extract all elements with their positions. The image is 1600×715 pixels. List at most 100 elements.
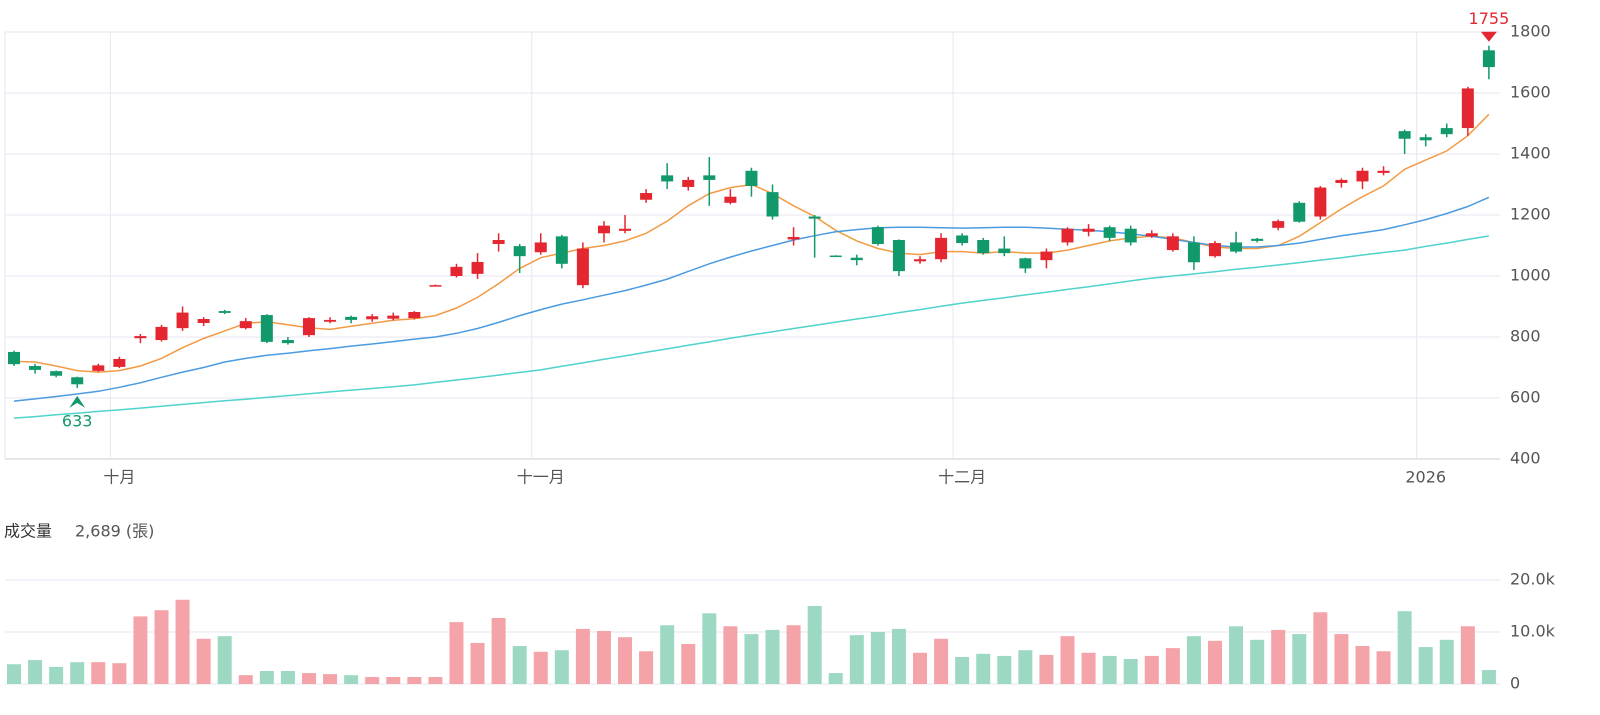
volume-bar (491, 617, 506, 684)
volume-bar (280, 671, 295, 684)
candle-body (1272, 221, 1285, 228)
y-tick-label: 10.0k (1510, 622, 1556, 641)
y-tick-label: 400 (1510, 449, 1541, 468)
candle-body (534, 242, 547, 253)
volume-bar (849, 635, 864, 684)
candle-body (619, 228, 632, 231)
volume-bar (301, 673, 316, 684)
volume-bar (28, 660, 43, 684)
candle-body (829, 255, 842, 258)
volume-bar (807, 606, 822, 684)
volume-bar (154, 610, 169, 684)
candle-body (640, 193, 653, 200)
candle-body (1356, 170, 1369, 182)
y-tick-label: 1400 (1510, 144, 1551, 163)
candle-body (408, 311, 421, 319)
candle-body (977, 240, 990, 254)
volume-bar (323, 674, 338, 684)
volume-bar (512, 646, 527, 684)
volume-bar (997, 655, 1012, 684)
candle-body (29, 365, 42, 370)
volume-bar (1186, 636, 1201, 684)
candle-body (1251, 238, 1264, 241)
volume-title: 成交量 (4, 522, 52, 541)
volume-bar (955, 656, 970, 684)
volume-bar (365, 676, 380, 684)
y-tick-label: 1200 (1510, 205, 1551, 224)
volume-bar (407, 676, 422, 684)
candle-body (724, 196, 737, 203)
annotation-marker (69, 395, 86, 408)
candle-body (387, 315, 400, 319)
volume-bar (828, 673, 843, 684)
candle-body (155, 326, 168, 341)
volume-bar (681, 643, 696, 684)
y-tick-label: 800 (1510, 327, 1541, 346)
candle-body (703, 175, 716, 180)
annotation-label: 1755 (1469, 9, 1510, 28)
candle-body (1230, 242, 1243, 252)
candle-body (1293, 202, 1306, 222)
candle-body (661, 175, 674, 182)
volume-bar (744, 634, 759, 684)
volume-bar (1081, 652, 1096, 684)
volume-bar (533, 651, 548, 684)
candle-body (1419, 137, 1432, 141)
volume-bar (1271, 629, 1286, 684)
candle-body (1461, 88, 1474, 129)
y-tick-label: 1600 (1510, 83, 1551, 102)
volume-bar (133, 616, 148, 684)
candle-body (1103, 227, 1116, 238)
x-tick-label: 2026 (1405, 468, 1446, 487)
volume-bar (765, 629, 780, 684)
volume-bar (49, 666, 64, 684)
volume-bar (1418, 647, 1433, 684)
candle-body (492, 240, 505, 244)
candle-body (1208, 243, 1221, 257)
volume-bar (786, 625, 801, 684)
volume-bar (1207, 640, 1222, 684)
moving-average-line (13, 235, 1490, 419)
volume-bar (639, 651, 654, 684)
volume-bar (1313, 612, 1328, 684)
candle-body (471, 261, 484, 274)
volume-bar (428, 676, 443, 684)
candle-body (218, 311, 231, 313)
volume-bar (1439, 639, 1454, 684)
candle-body (260, 315, 273, 342)
volume-bar (386, 676, 401, 684)
candle-body (324, 319, 337, 322)
x-tick-label: 十二月 (938, 468, 986, 487)
candle-body (1082, 228, 1095, 232)
x-tick-label: 十月 (103, 468, 135, 487)
candle-body (956, 235, 969, 244)
candle-body (745, 170, 758, 187)
volume-bar (70, 662, 85, 684)
candle-body (1440, 128, 1453, 135)
volume-bar (723, 626, 738, 684)
volume-bar (702, 613, 717, 684)
candle-body (1335, 179, 1348, 183)
volume-bar (870, 632, 885, 684)
y-tick-label: 600 (1510, 388, 1541, 407)
volume-bar (7, 664, 21, 684)
candle-body (1482, 50, 1495, 68)
volume-bar (1144, 655, 1159, 684)
volume-bar (1229, 626, 1244, 684)
annotation-marker (1480, 31, 1497, 42)
volume-current: 2,689 (張) (75, 522, 154, 541)
y-tick-label: 1800 (1510, 22, 1551, 41)
volume-bar (91, 662, 106, 684)
volume-bar (112, 663, 127, 684)
volume-bar (1376, 651, 1391, 684)
x-tick-label: 十一月 (517, 468, 565, 487)
volume-bar (1292, 634, 1307, 684)
candle-body (850, 257, 863, 261)
candle-body (302, 318, 315, 336)
candle-body (871, 227, 884, 244)
candle-body (914, 259, 927, 262)
candle-body (1314, 187, 1327, 217)
volume-bar (344, 675, 359, 684)
y-tick-label: 0 (1510, 674, 1520, 693)
